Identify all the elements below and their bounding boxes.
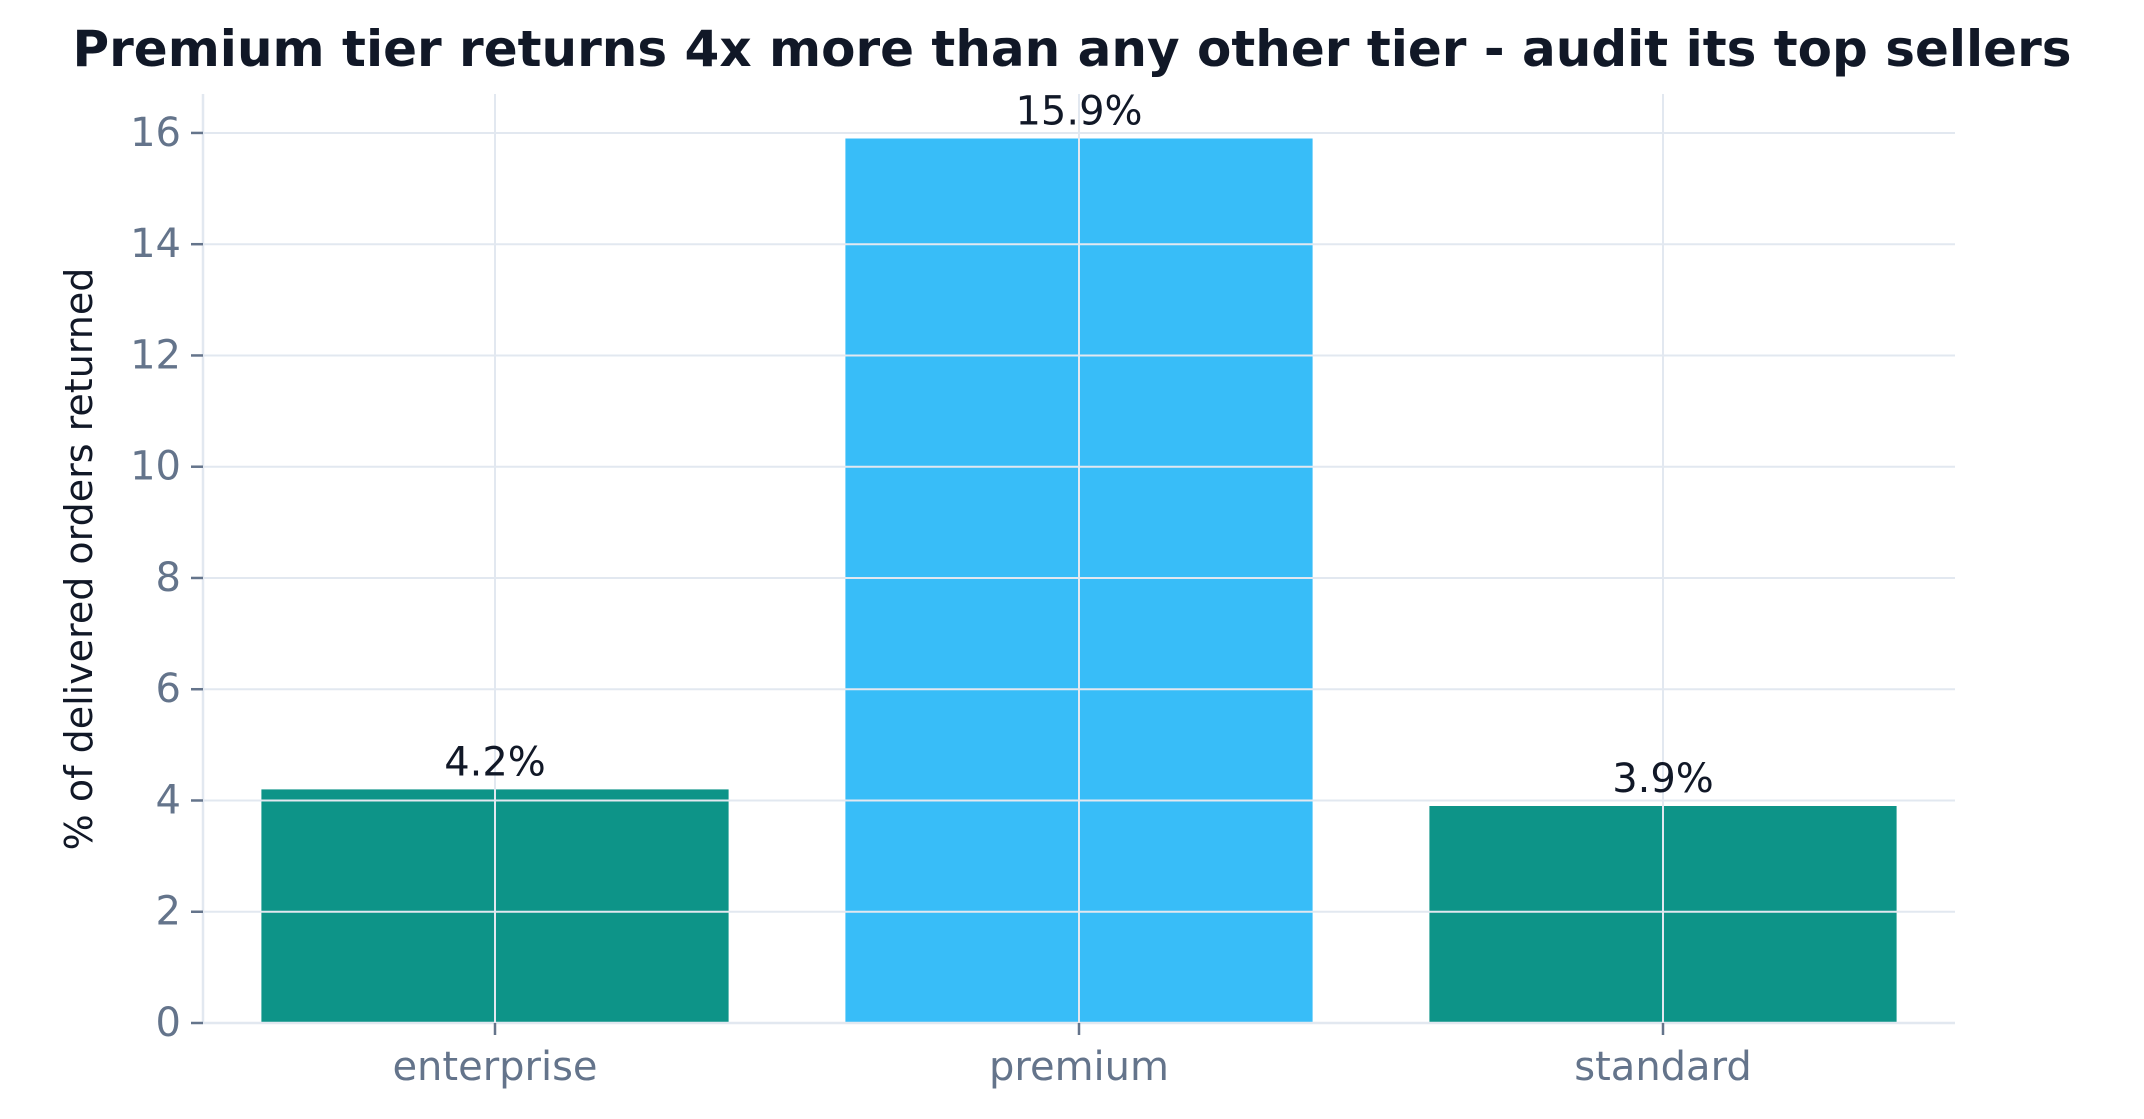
axes-layer <box>191 94 1955 1035</box>
chart-title: Premium tier returns 4x more than any ot… <box>72 20 2071 78</box>
y-tick-label: 16 <box>130 110 181 156</box>
y-tick-label: 6 <box>156 666 181 712</box>
y-tick-label: 8 <box>156 555 181 601</box>
y-tick-label: 2 <box>156 889 181 935</box>
y-tick-label: 12 <box>130 332 181 378</box>
y-axis-label: % of delivered orders returned <box>57 268 101 851</box>
data-label-premium: 15.9% <box>1015 89 1142 135</box>
x-tick-label-standard: standard <box>1574 1044 1751 1090</box>
data-label-enterprise: 4.2% <box>444 739 546 785</box>
labels-layer: 0 2 4 6 8 10 12 14 16 enterprise 4.2% premium 15.9% s… <box>130 89 1752 1090</box>
y-tick-label: 14 <box>130 221 181 267</box>
x-tick-label-enterprise: enterprise <box>392 1044 597 1090</box>
y-tick-label: 0 <box>156 1000 181 1046</box>
y-tick-label: 10 <box>130 444 181 490</box>
data-label-standard: 3.9% <box>1612 756 1714 802</box>
x-tick-label-premium: premium <box>989 1044 1169 1090</box>
y-tick-label: 4 <box>156 777 181 823</box>
